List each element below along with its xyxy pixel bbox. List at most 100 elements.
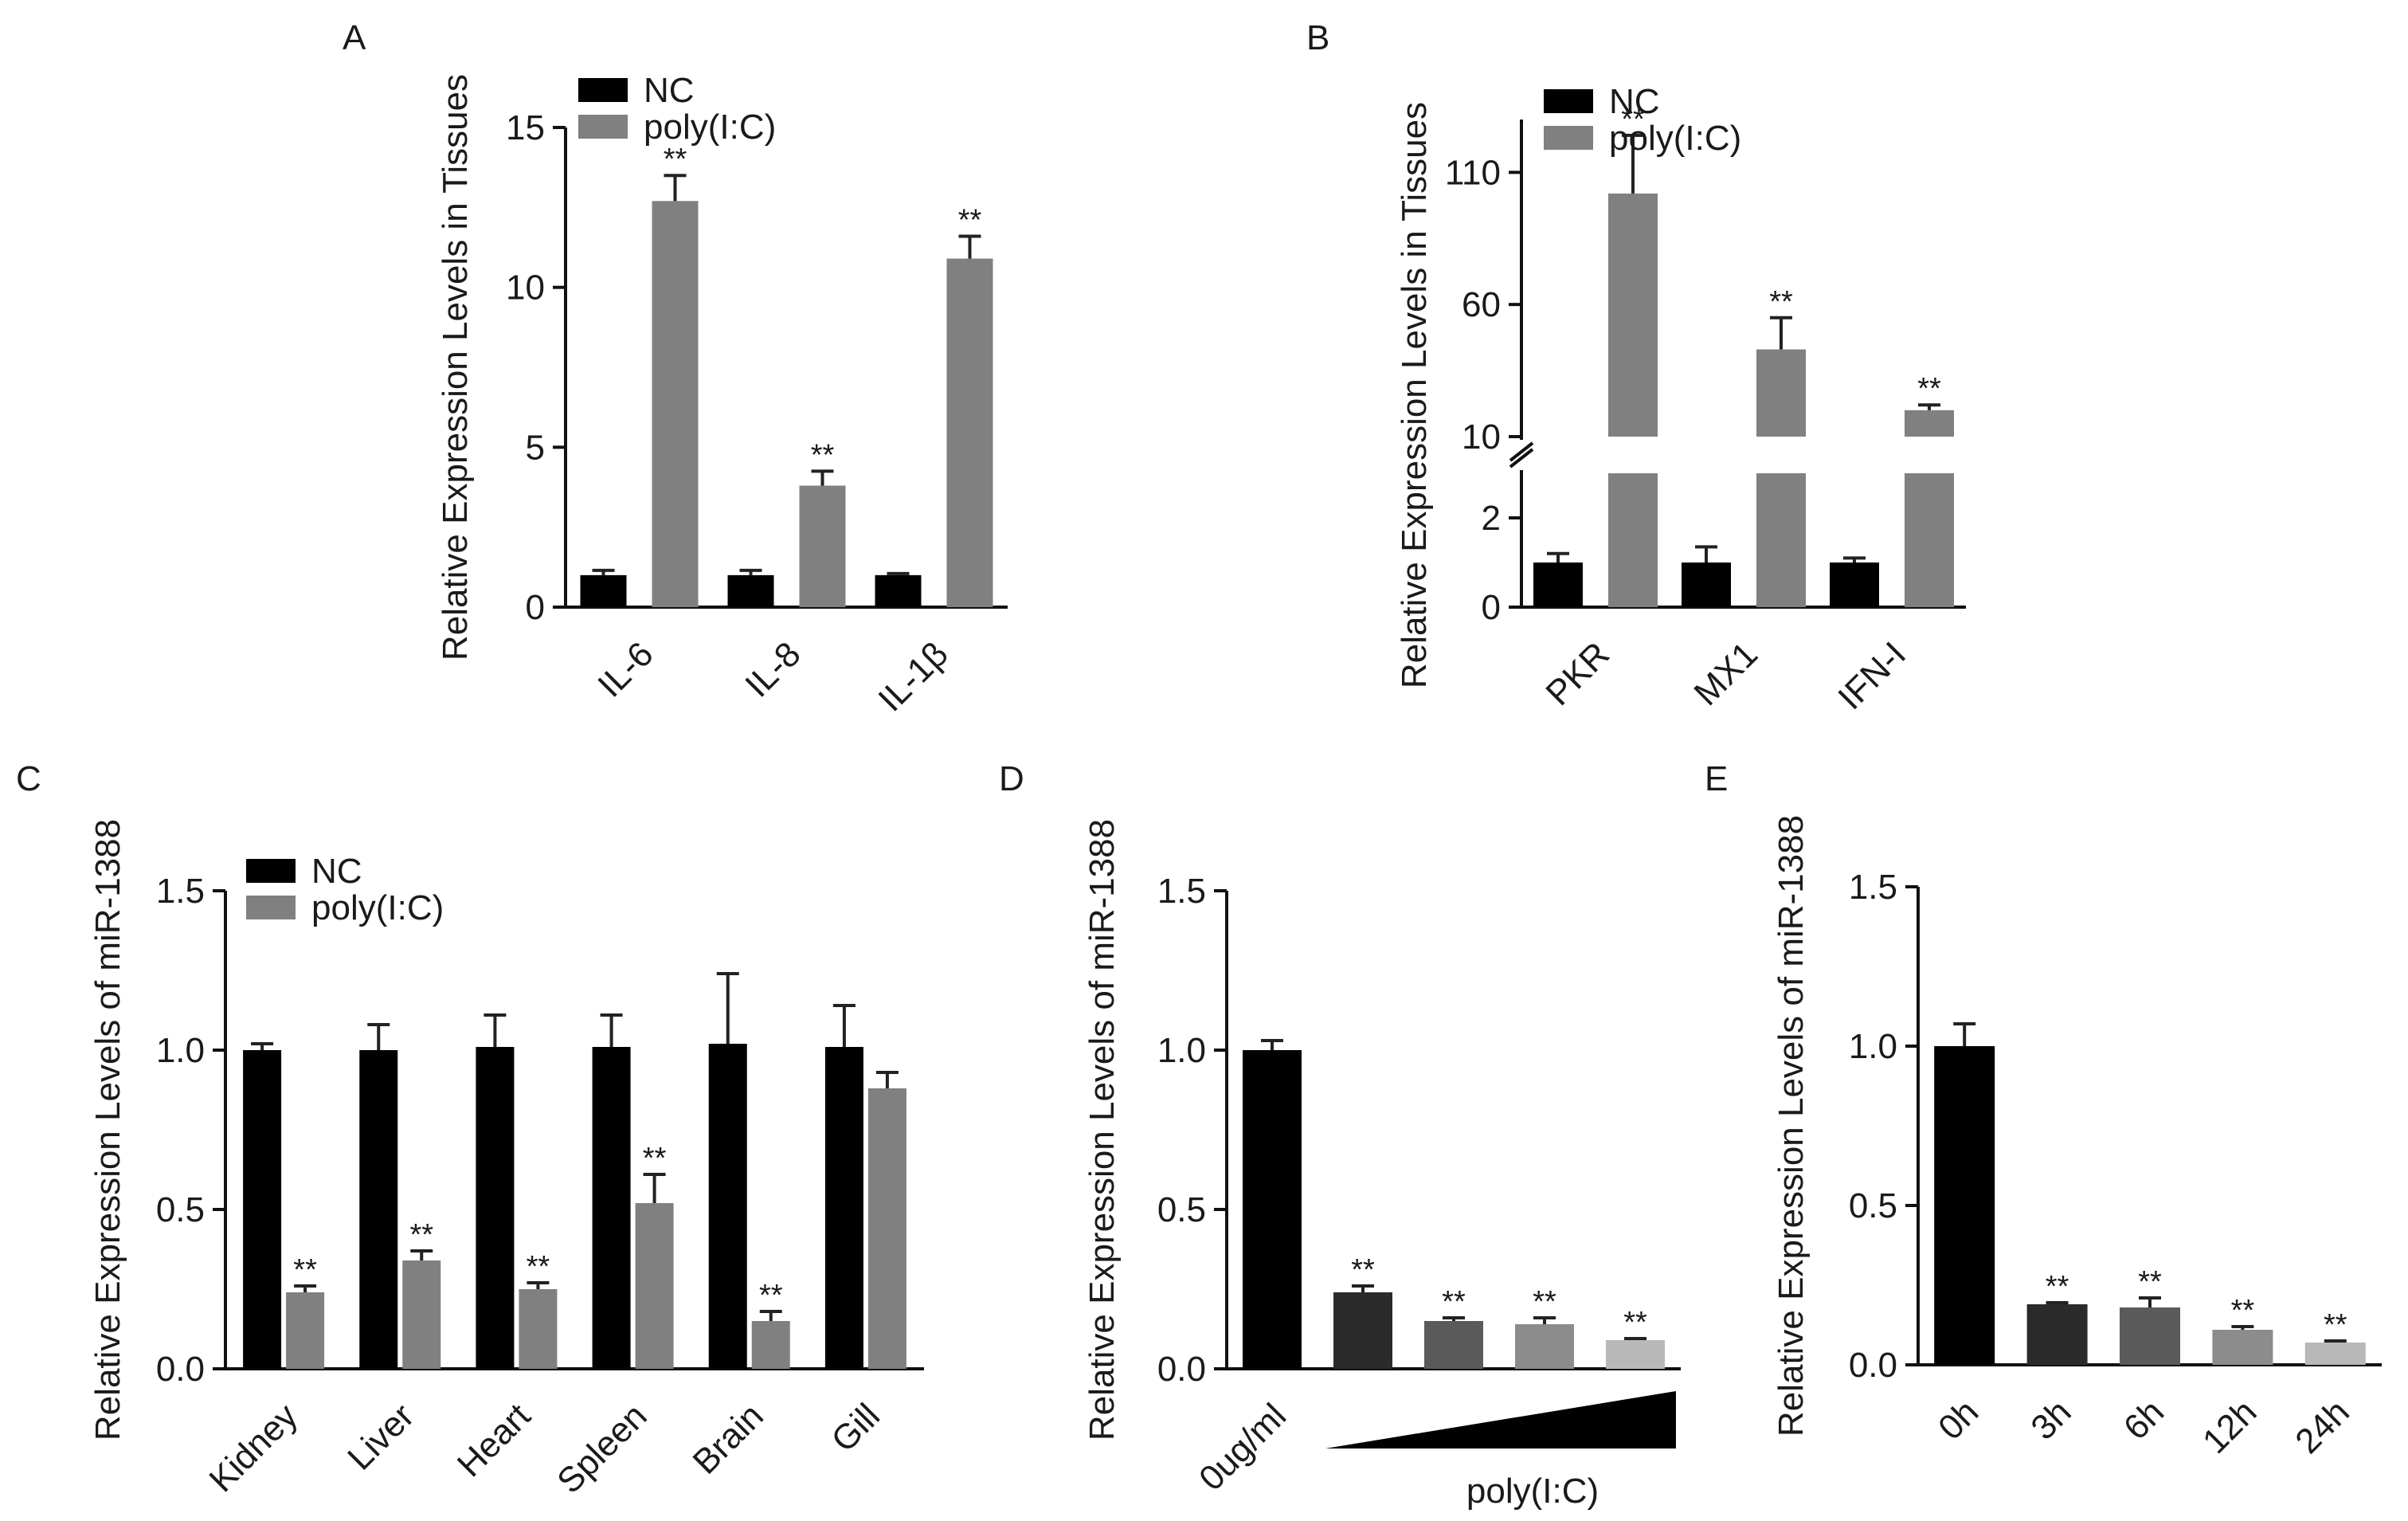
panel-C-y-tick-label: 0.0: [156, 1350, 205, 1389]
panel-A-y-tick-label: 10: [506, 269, 545, 308]
panel-D-y-tick-label: 0.5: [1157, 1190, 1206, 1229]
panel-A-y-tick-label: 5: [526, 428, 545, 467]
panel-B-legend-label-1: poly(I:C): [1609, 119, 1741, 158]
panel-D: 0.0 0.5 1.0 1.5 Relative Expression Levels o…: [999, 759, 1681, 1511]
panel-C-significance: **: [409, 1218, 433, 1252]
panel-D-y-tick-label: 1.0: [1157, 1031, 1206, 1070]
panel-A-y-axis-label: Relative Expression Levels in Tissues: [436, 74, 475, 661]
panel-D-bar: [1333, 1292, 1392, 1369]
panel-B-bar-nc: [1830, 563, 1879, 607]
panel-D-bar: [1243, 1050, 1302, 1369]
panel-D-dose-gradient-wedge: [1325, 1391, 1676, 1448]
panel-C-bar-nc: [592, 1047, 631, 1369]
panel-E-significance: **: [2046, 1270, 2069, 1303]
panel-C-x-tick-label: Kidney: [202, 1396, 305, 1499]
panel-B-x-tick-label: MX1: [1686, 634, 1765, 713]
panel-E-bar: [1934, 1046, 1995, 1365]
panel-C-bar-nc: [243, 1050, 282, 1369]
panel-A-bar-nc: [580, 574, 627, 607]
panel-B-y-tick-label: 0: [1482, 588, 1501, 627]
panel-E-bar: [2120, 1307, 2180, 1365]
panel-C-significance: **: [293, 1253, 317, 1287]
panel-E-x-tick-label: 0h: [1931, 1392, 1986, 1447]
panel-C-x-tick-label: Brain: [686, 1396, 771, 1481]
panel-A-bar-treated: [652, 201, 699, 607]
panel-E-y-tick-label: 1.5: [1849, 868, 1897, 907]
panel-B-bar-treated-lower: [1608, 473, 1658, 607]
panel-B-bar-nc: [1682, 563, 1731, 607]
panel-B-bar-nc: [1533, 563, 1583, 607]
panel-E-significance: **: [2231, 1294, 2255, 1327]
panel-D-bar: [1515, 1324, 1574, 1369]
panel-B-y-axis-label: Relative Expression Levels in Tissues: [1395, 102, 1434, 688]
panel-C-bar-treated: [286, 1292, 325, 1369]
panel-A-bar-treated: [946, 258, 993, 607]
panel-C-bar-treated: [867, 1088, 906, 1369]
panel-C-bar-nc: [824, 1047, 863, 1369]
panel-B-legend-swatch-1: [1544, 126, 1593, 150]
panel-C-y-tick-label: 1.0: [156, 1031, 205, 1070]
panel-C-significance: **: [527, 1250, 550, 1284]
panel-C-legend-swatch-0: [246, 859, 296, 883]
panel-A-y-tick-label: 15: [506, 108, 545, 147]
panel-B-significance: **: [1769, 285, 1793, 319]
panel-B-bar-treated-upper: [1905, 410, 1954, 437]
panel-A-y-tick-label: 0: [526, 588, 545, 627]
panel-C-bar-treated: [635, 1203, 674, 1369]
panel-B-axis-break-mark: [1509, 441, 1534, 462]
panel-E-significance: **: [2324, 1308, 2347, 1342]
panel-E-bar: [2212, 1330, 2273, 1365]
panel-D-significance: **: [1442, 1285, 1466, 1319]
panel-B-axis-break-mark: [1509, 448, 1534, 468]
panel-A-significance: **: [664, 143, 687, 176]
panel-E-bar: [2304, 1343, 2366, 1365]
panel-C-x-tick-label: Gill: [824, 1396, 887, 1460]
panel-A-bar-treated: [799, 485, 846, 607]
panel-B-legend-label-0: NC: [1609, 82, 1660, 121]
panel-C-bar-treated: [751, 1321, 790, 1369]
panel-C: 0.0 0.5 1.0 1.5 Relative Expression Levels o…: [16, 759, 924, 1501]
panel-E-x-tick-label: 3h: [2023, 1392, 2078, 1447]
panel-E-x-tick-label: 12h: [2195, 1392, 2265, 1461]
panel-A-x-tick-label: IL-6: [590, 634, 660, 704]
panel-B-y-tick-label: 2: [1482, 499, 1501, 538]
panel-A-legend-label-0: NC: [644, 71, 695, 110]
panel-B-letter: B: [1306, 18, 1329, 57]
panel-A-legend-label-1: poly(I:C): [644, 108, 776, 147]
panel-C-y-tick-label: 0.5: [156, 1190, 205, 1229]
panel-B-bar-treated-lower: [1905, 473, 1954, 607]
panel-C-x-tick-label: Liver: [340, 1396, 421, 1477]
panel-D-y-tick-label: 0.0: [1157, 1350, 1206, 1389]
panel-E-y-tick-label: 1.0: [1849, 1027, 1897, 1066]
panel-A-legend-swatch-0: [578, 78, 628, 102]
panel-A-letter: A: [343, 18, 366, 57]
panel-E-x-tick-label: 24h: [2288, 1392, 2357, 1461]
panel-B-legend-swatch-0: [1544, 89, 1593, 113]
panel-A-significance: **: [811, 438, 835, 472]
panel-C-significance: **: [759, 1279, 783, 1312]
panel-E-y-tick-label: 0.5: [1849, 1186, 1897, 1225]
panel-C-letter: C: [16, 759, 41, 798]
panel-B-significance: **: [1621, 103, 1645, 136]
panel-A-x-tick-label: IL-1β: [871, 634, 955, 719]
panel-E: 0.0 0.5 1.0 1.5 Relative Expression Levels o…: [1705, 759, 2382, 1461]
panel-B-x-tick-label: IFN-I: [1830, 634, 1913, 717]
panel-D-significance: **: [1533, 1285, 1556, 1319]
panel-D-bar: [1424, 1321, 1483, 1369]
panel-C-y-tick-label: 1.5: [156, 872, 205, 911]
panel-B: 0 2 10 60 110 Relative Expression Levels in T…: [1306, 18, 1966, 717]
panel-C-x-tick-label: Heart: [450, 1396, 538, 1484]
panel-C-bar-nc: [708, 1044, 747, 1369]
panel-C-bar-treated: [519, 1289, 558, 1369]
panel-B-significance: **: [1917, 372, 1941, 406]
panel-B-y-tick-label: 10: [1462, 417, 1501, 457]
panel-B-x-tick-label: PKR: [1538, 634, 1617, 713]
panel-D-bar: [1606, 1340, 1665, 1369]
panel-C-y-axis-label: Relative Expression Levels of miR-1388: [88, 819, 127, 1441]
panel-D-dose-label: poly(I:C): [1466, 1472, 1599, 1511]
panel-E-letter: E: [1705, 759, 1728, 798]
panel-B-bar-treated-upper: [1608, 193, 1658, 437]
panel-E-x-tick-label: 6h: [2116, 1392, 2171, 1447]
panel-B-bar-treated-upper: [1756, 349, 1806, 437]
